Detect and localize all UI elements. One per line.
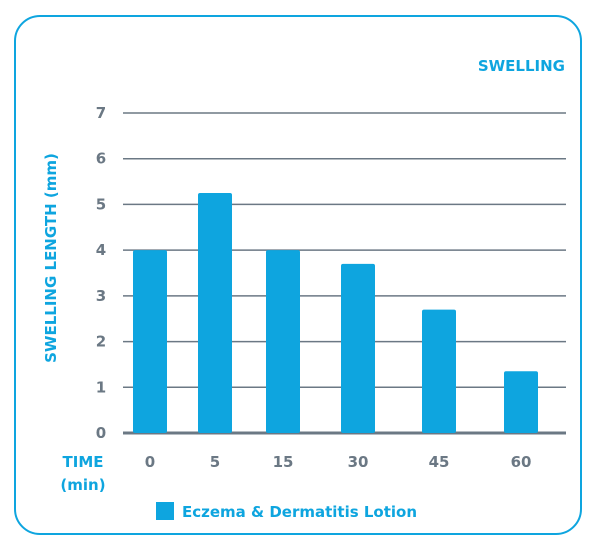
x-tick-label: 45 [429,453,450,471]
legend-label: Eczema & Dermatitis Lotion [182,503,417,521]
bar [422,309,456,433]
y-tick-label: 0 [96,424,106,442]
bar [266,250,300,433]
y-tick-label: 2 [96,333,106,351]
x-tick-label: 15 [273,453,294,471]
x-axis-label-line1: TIME [63,453,104,471]
y-tick-label: 3 [96,287,106,305]
bar [133,250,167,433]
x-axis-label-line2: (min) [60,476,105,494]
y-tick-label: 7 [96,104,106,122]
legend: Eczema & Dermatitis Lotion [156,502,417,521]
bar [341,263,375,433]
bar [198,193,232,433]
legend-swatch [156,502,174,520]
y-tick-label: 1 [96,378,106,396]
bars [133,193,538,433]
x-tick-label: 0 [145,453,155,471]
x-tick-label: 60 [511,453,532,471]
y-tick-labels: 0 1 2 3 4 5 6 7 [96,104,106,442]
y-tick-label: 6 [96,150,106,168]
y-tick-label: 4 [96,241,106,259]
x-tick-label: 5 [210,453,220,471]
y-axis-label: SWELLING LENGTH (mm) [42,153,60,363]
y-tick-label: 5 [96,195,106,213]
chart-title: SWELLING [478,57,565,75]
bar [504,371,538,433]
chart-frame [14,15,582,535]
x-tick-labels: 0 5 15 30 45 60 [145,453,532,471]
x-tick-label: 30 [348,453,369,471]
